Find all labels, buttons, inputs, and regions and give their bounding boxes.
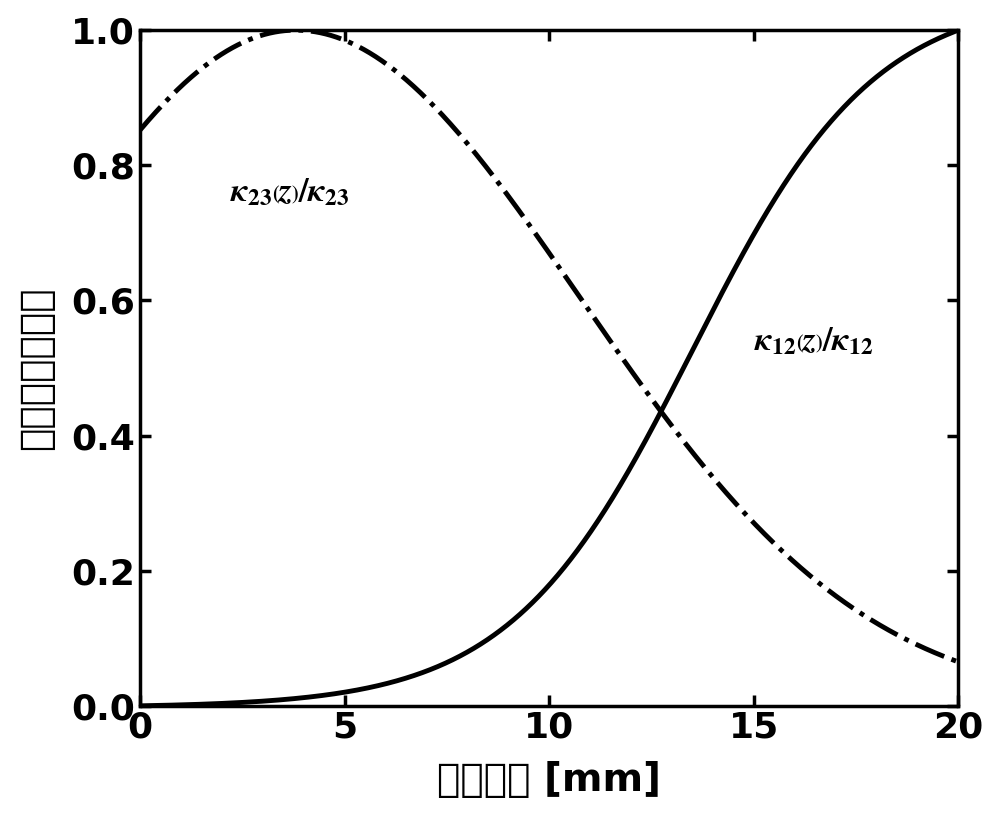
Text: $\kappa_{23}\left(z\right)/\kappa_{23}$: $\kappa_{23}\left(z\right)/\kappa_{23}$ bbox=[230, 175, 349, 209]
Text: $\kappa_{12}\left(z\right)/\kappa_{12}$: $\kappa_{12}\left(z\right)/\kappa_{12}$ bbox=[754, 325, 873, 357]
X-axis label: 晶体长度 [mm]: 晶体长度 [mm] bbox=[437, 761, 661, 800]
Y-axis label: 归一化耦合系数: 归一化耦合系数 bbox=[17, 286, 55, 450]
